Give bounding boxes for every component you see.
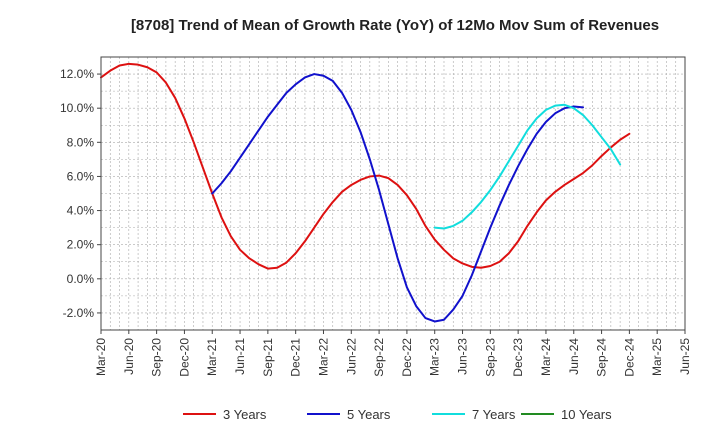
chart-title: [8708] Trend of Mean of Growth Rate (YoY…	[131, 17, 659, 34]
legend-label: 7 Years	[472, 407, 516, 422]
legend-label: 5 Years	[347, 407, 391, 422]
series-lines	[100, 62, 631, 323]
x-tick-label: Mar-25	[650, 338, 664, 376]
x-tick-label: Mar-22	[316, 338, 330, 376]
grid	[101, 57, 685, 330]
plot-frame	[100, 56, 686, 331]
series-line	[100, 62, 631, 270]
x-tick-label: Dec-22	[400, 338, 414, 377]
x-tick-label: Sep-20	[150, 338, 164, 377]
y-tick-label: 0.0%	[67, 272, 95, 286]
x-tick-label: Jun-20	[122, 338, 136, 375]
y-tick-label: 10.0%	[60, 101, 94, 115]
x-tick-label: Jun-23	[456, 338, 470, 375]
x-tick-label: Jun-24	[567, 338, 581, 375]
x-tick-label: Mar-23	[428, 338, 442, 376]
x-tick-label: Mar-24	[539, 338, 553, 376]
x-tick-label: Jun-22	[344, 338, 358, 375]
y-axis: 12.0% 10.0% 8.0% 6.0% 4.0% 2.0% 0.0% -2.0%	[60, 67, 101, 320]
x-tick-label: Dec-21	[289, 338, 303, 377]
x-tick-label: Dec-23	[511, 338, 525, 377]
x-tick-label: Mar-20	[94, 338, 108, 376]
y-tick-label: 6.0%	[67, 169, 95, 183]
legend-label: 10 Years	[561, 407, 612, 422]
x-tick-label: Sep-23	[483, 338, 497, 377]
y-tick-label: 2.0%	[67, 238, 95, 252]
x-tick-label: Jun-25	[678, 338, 692, 375]
y-tick-label: -2.0%	[63, 306, 95, 320]
series-line	[211, 73, 585, 323]
legend-label: 3 Years	[223, 407, 267, 422]
x-tick-label: Mar-21	[205, 338, 219, 376]
x-tick-label: Sep-24	[595, 338, 609, 377]
x-tick-label: Jun-21	[233, 338, 247, 375]
x-tick-label: Dec-20	[177, 338, 191, 377]
y-tick-label: 4.0%	[67, 204, 95, 218]
legend: 3 Years 5 Years 7 Years 10 Years	[183, 407, 612, 422]
series-line	[433, 103, 622, 230]
x-tick-label: Sep-22	[372, 338, 386, 377]
y-tick-label: 12.0%	[60, 67, 94, 81]
x-axis: Mar-20 Jun-20 Sep-20 Dec-20 Mar-21 Jun-21 Sep-…	[94, 330, 692, 377]
x-tick-label: Dec-24	[622, 338, 636, 377]
x-tick-label: Sep-21	[261, 338, 275, 377]
y-tick-label: 8.0%	[67, 135, 95, 149]
